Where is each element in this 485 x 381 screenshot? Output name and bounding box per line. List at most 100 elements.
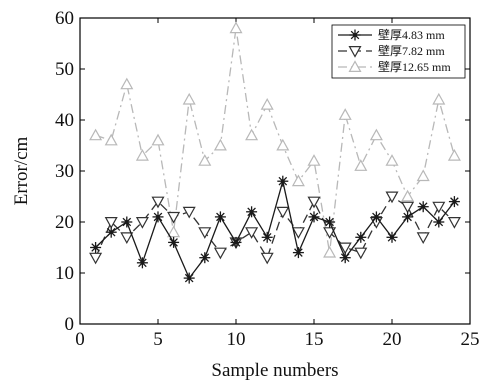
series-layer	[89, 21, 461, 284]
x-tick-label: 0	[75, 329, 85, 350]
x-tick-label: 10	[227, 329, 246, 350]
y-tick-label: 40	[55, 110, 74, 131]
data-point	[385, 154, 399, 166]
x-tick-label: 5	[153, 329, 163, 350]
data-point	[151, 133, 165, 146]
data-point	[354, 247, 368, 260]
legend-marker	[349, 29, 361, 41]
y-tick-label: 0	[65, 314, 75, 335]
data-point	[151, 196, 165, 209]
data-point	[369, 128, 383, 141]
data-point	[182, 92, 196, 105]
data-point	[324, 216, 336, 228]
data-point	[105, 226, 117, 238]
data-point	[323, 227, 337, 239]
data-point	[433, 216, 445, 228]
y-tick-label: 20	[55, 212, 74, 233]
data-point	[291, 174, 305, 187]
legend-label: 壁厚4.83 mm	[378, 27, 445, 42]
data-point	[402, 211, 414, 223]
data-point	[135, 217, 149, 229]
data-point	[292, 247, 304, 259]
data-point	[307, 154, 321, 166]
data-point	[276, 138, 290, 151]
data-point	[277, 175, 289, 187]
data-point	[121, 216, 133, 228]
x-tick-label: 20	[383, 329, 402, 350]
data-point	[307, 196, 321, 209]
data-point	[198, 227, 212, 239]
data-point	[339, 252, 351, 264]
data-point	[432, 92, 446, 105]
data-point	[260, 97, 274, 110]
data-point	[260, 252, 274, 265]
y-tick-label: 10	[55, 263, 74, 284]
data-point	[152, 211, 164, 223]
data-point	[386, 231, 398, 243]
data-point	[90, 242, 102, 253]
data-point	[136, 257, 148, 269]
y-tick-label: 50	[55, 59, 74, 80]
data-point	[135, 148, 149, 161]
data-point	[214, 211, 226, 223]
data-point	[447, 217, 461, 229]
data-point	[338, 242, 352, 255]
y-axis: 0 10 20 30 40 50 60	[55, 8, 470, 335]
data-point	[432, 201, 446, 214]
x-axis-label: Sample numbers	[211, 360, 338, 381]
series-3	[89, 21, 461, 258]
data-point	[355, 231, 367, 243]
data-point	[182, 206, 196, 219]
y-axis-label: Error/cm	[11, 136, 32, 205]
series-line	[95, 195, 455, 260]
y-tick-label: 60	[55, 8, 74, 29]
data-point	[245, 227, 259, 239]
data-point	[104, 217, 118, 229]
legend-label: 壁厚12.65 mm	[378, 59, 451, 74]
data-point	[120, 77, 134, 90]
data-point	[120, 232, 134, 245]
data-point	[230, 236, 242, 248]
data-point	[167, 225, 181, 238]
x-tick-label: 25	[461, 329, 480, 350]
x-tick-label: 15	[305, 329, 324, 350]
series-2	[89, 191, 461, 265]
data-point	[401, 189, 415, 202]
data-point	[245, 128, 259, 141]
data-point	[246, 206, 258, 218]
data-point	[385, 191, 399, 204]
data-point	[416, 232, 430, 245]
legend-marker	[348, 45, 362, 58]
data-point	[308, 211, 320, 223]
legend-marker	[348, 60, 362, 73]
y-tick-label: 30	[55, 161, 74, 182]
data-point	[199, 252, 211, 264]
x-axis: 0 5 10 15 20 25	[75, 18, 480, 350]
data-point	[276, 206, 290, 219]
data-point	[338, 108, 352, 120]
data-point	[183, 272, 195, 284]
data-point	[447, 148, 461, 161]
series-1	[90, 175, 460, 284]
data-point	[89, 128, 103, 141]
data-point	[198, 154, 212, 166]
data-point	[89, 252, 103, 265]
legend-label: 壁厚7.82 mm	[378, 43, 445, 58]
data-point	[401, 201, 415, 214]
data-point	[370, 211, 382, 223]
data-point	[168, 236, 180, 248]
data-point	[416, 169, 430, 182]
data-point	[354, 159, 368, 171]
data-point	[213, 138, 227, 151]
data-point	[104, 133, 118, 146]
data-point	[167, 211, 181, 224]
data-point	[323, 245, 337, 258]
data-point	[448, 196, 460, 208]
data-point	[261, 231, 273, 243]
data-point	[417, 201, 429, 213]
data-point	[213, 247, 227, 260]
data-point	[229, 21, 243, 34]
data-point	[291, 227, 305, 239]
